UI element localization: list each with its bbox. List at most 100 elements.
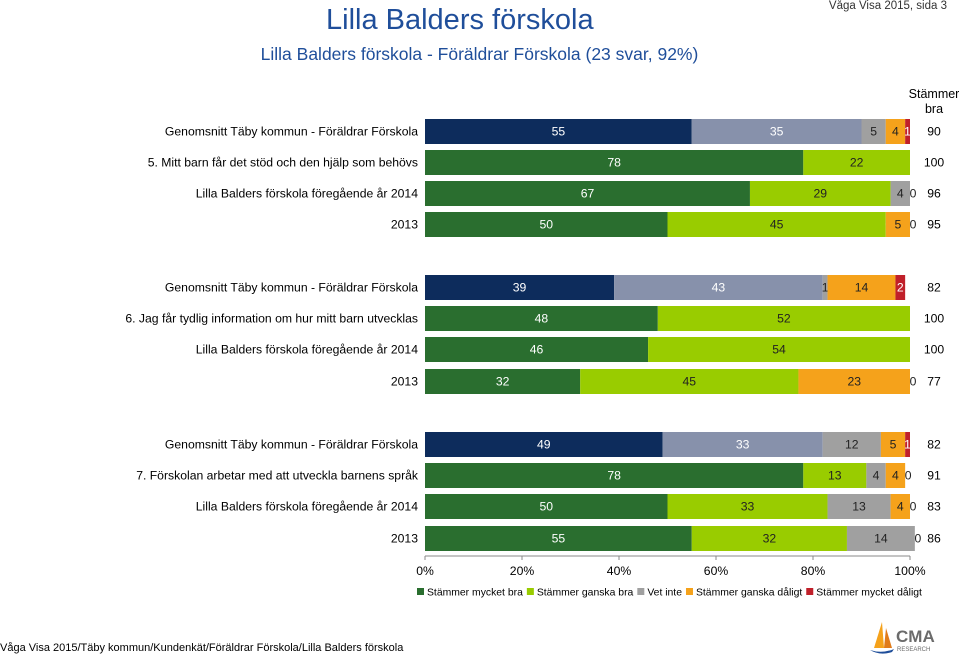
legend-label: Stämmer mycket bra bbox=[427, 588, 523, 599]
bar-value-label: 55 bbox=[552, 532, 566, 546]
row-total: 100 bbox=[924, 343, 945, 357]
cma-logo: CMA RESEARCH bbox=[870, 622, 935, 654]
row-total: 95 bbox=[927, 218, 941, 232]
bar-segment bbox=[691, 526, 847, 551]
bar-segment bbox=[827, 494, 891, 519]
bar-value-label: 0 bbox=[905, 469, 912, 483]
row-label: 2013 bbox=[391, 375, 418, 389]
logo-subtext: RESEARCH bbox=[897, 647, 930, 653]
bar-value-label: 67 bbox=[581, 187, 595, 201]
bar-value-label: 32 bbox=[496, 375, 510, 389]
bar-value-label: 22 bbox=[850, 156, 864, 170]
bar-value-label: 5 bbox=[894, 218, 901, 232]
legend-label: Stämmer mycket dåligt bbox=[816, 587, 922, 599]
bar-value-label: 45 bbox=[770, 218, 784, 232]
bar-segment bbox=[425, 119, 692, 144]
legend-swatch bbox=[685, 588, 693, 595]
legend-swatch bbox=[526, 588, 534, 595]
row-label: 2013 bbox=[391, 532, 418, 546]
bar-value-label: 4 bbox=[873, 469, 880, 483]
bar-segment bbox=[880, 432, 906, 457]
footer-path: Våga Visa 2015/Täby kommun/Kundenkät/För… bbox=[0, 642, 404, 654]
bar-value-label: 29 bbox=[813, 187, 827, 201]
bar-value-label: 48 bbox=[535, 312, 549, 326]
bar-value-label: 78 bbox=[607, 156, 621, 170]
x-tick-label: 80% bbox=[801, 564, 826, 578]
x-tick-label: 100% bbox=[894, 564, 925, 578]
bar-segment bbox=[803, 150, 910, 175]
row-label: Genomsnitt Täby kommun - Föräldrar Försk… bbox=[165, 125, 418, 139]
bar-value-label: 2 bbox=[897, 281, 904, 295]
bar-value-label: 35 bbox=[770, 125, 784, 139]
bar-segment bbox=[890, 494, 910, 519]
row-label: 2013 bbox=[391, 218, 418, 232]
bar-value-label: 43 bbox=[712, 281, 726, 295]
bar-segment bbox=[425, 306, 658, 331]
logo-text: CMA bbox=[896, 627, 935, 646]
bar-value-label: 33 bbox=[741, 500, 755, 514]
row-label: 6. Jag får tydlig information om hur mit… bbox=[125, 312, 418, 326]
legend-label: Vet inte bbox=[647, 588, 682, 599]
bar-value-label: 0 bbox=[914, 532, 921, 546]
bar-segment bbox=[798, 369, 910, 394]
bar-segment bbox=[648, 337, 910, 362]
bar-value-label: 55 bbox=[552, 125, 566, 139]
row-label: Genomsnitt Täby kommun - Föräldrar Försk… bbox=[165, 438, 418, 452]
legend-swatch bbox=[637, 588, 645, 595]
row-label: Lilla Balders förskola föregående år 201… bbox=[196, 187, 418, 201]
row-total: 86 bbox=[927, 532, 941, 546]
bar-segment bbox=[895, 275, 906, 300]
bar-value-label: 4 bbox=[892, 469, 899, 483]
legend-label: Stämmer ganska bra bbox=[537, 588, 634, 599]
bar-value-label: 39 bbox=[513, 281, 527, 295]
bar-segment bbox=[866, 463, 886, 488]
bar-segment bbox=[905, 119, 910, 144]
bar-value-label: 0 bbox=[910, 500, 917, 514]
bar-segment bbox=[425, 150, 804, 175]
bar-segment bbox=[885, 212, 910, 237]
bar-value-label: 12 bbox=[845, 438, 859, 452]
bar-segment bbox=[890, 181, 910, 206]
row-total: 96 bbox=[927, 187, 941, 201]
bar-value-label: 49 bbox=[537, 438, 551, 452]
bar-segment bbox=[425, 369, 581, 394]
bar-segment bbox=[425, 181, 750, 206]
row-total: 100 bbox=[924, 156, 945, 170]
x-tick-label: 40% bbox=[607, 564, 632, 578]
bar-segment bbox=[827, 275, 896, 300]
bar-segment bbox=[846, 526, 915, 551]
x-tick-label: 0% bbox=[416, 564, 434, 578]
total-header-line1: Stämmer bbox=[909, 87, 959, 101]
bar-value-label: 45 bbox=[683, 375, 697, 389]
bar-segment bbox=[662, 432, 823, 457]
bar-value-label: 52 bbox=[777, 312, 791, 326]
bar-value-label: 33 bbox=[736, 438, 750, 452]
bar-value-label: 0 bbox=[910, 218, 917, 232]
bar-segment bbox=[425, 526, 692, 551]
bar-segment bbox=[425, 275, 615, 300]
row-total: 100 bbox=[924, 312, 945, 326]
bar-value-label: 0 bbox=[910, 187, 917, 201]
x-tick-label: 60% bbox=[704, 564, 729, 578]
bar-value-label: 14 bbox=[855, 281, 869, 295]
row-total: 90 bbox=[927, 125, 941, 139]
bar-value-label: 50 bbox=[539, 218, 553, 232]
bar-segment bbox=[425, 494, 668, 519]
bar-value-label: 50 bbox=[539, 500, 553, 514]
bar-segment bbox=[667, 212, 886, 237]
row-total: 77 bbox=[927, 375, 941, 389]
bar-segment bbox=[803, 463, 867, 488]
bar-value-label: 1 bbox=[904, 438, 911, 452]
row-label: Genomsnitt Täby kommun - Föräldrar Försk… bbox=[165, 281, 418, 295]
bar-segment bbox=[580, 369, 799, 394]
bar-segment bbox=[885, 463, 906, 488]
bar-value-label: 0 bbox=[910, 343, 917, 357]
bar-segment bbox=[822, 432, 881, 457]
row-label: Lilla Balders förskola föregående år 201… bbox=[196, 343, 418, 357]
legend-swatch bbox=[417, 588, 424, 595]
bar-value-label: 78 bbox=[607, 469, 621, 483]
row-total: 83 bbox=[927, 500, 941, 514]
row-label: 7. Förskolan arbetar med att utveckla ba… bbox=[136, 469, 419, 483]
row-total: 82 bbox=[927, 438, 941, 452]
bar-value-label: 23 bbox=[847, 375, 861, 389]
